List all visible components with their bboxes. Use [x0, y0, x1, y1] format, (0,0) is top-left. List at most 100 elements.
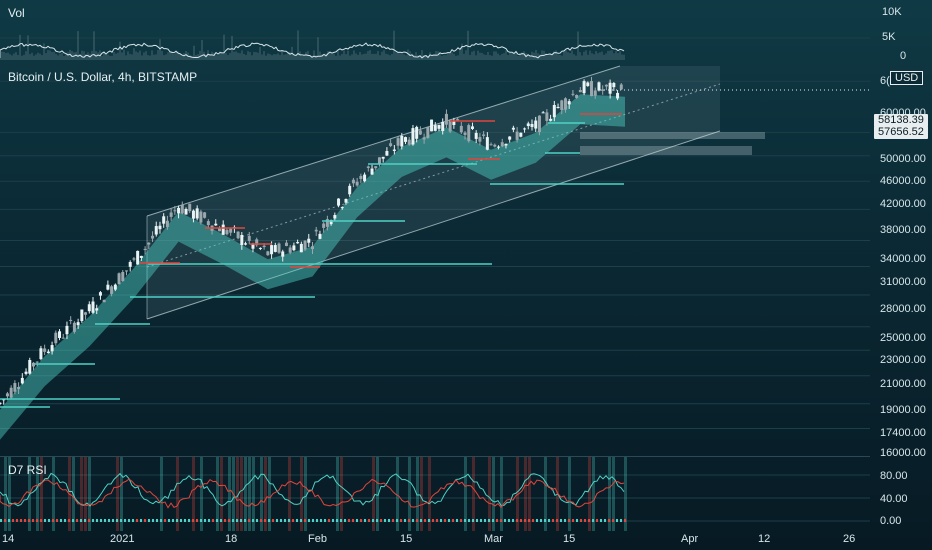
price-chart[interactable] [0, 64, 870, 456]
volume-pane[interactable]: Vol [0, 0, 870, 64]
candle-body [470, 126, 474, 129]
candle-body [31, 362, 35, 367]
rsi-dot [436, 519, 438, 522]
rsi-zone-bar [608, 457, 611, 531]
rsi-dot [384, 519, 386, 522]
rsi-dot [144, 519, 146, 522]
rsi-dot [280, 519, 282, 522]
rsi-dot [600, 519, 602, 522]
candle-body [180, 204, 184, 214]
rsi-dot [0, 519, 2, 522]
candle-body [590, 81, 594, 97]
candle-body [318, 233, 322, 239]
rsi-zone-bar [500, 457, 503, 531]
rsi-dot [36, 519, 38, 522]
candle-body [72, 322, 76, 332]
rsi-pane[interactable]: D7 RSI [0, 456, 870, 531]
candle-body [381, 156, 385, 159]
candle-body [608, 82, 612, 94]
rsi-dot [320, 519, 322, 522]
candle-body [523, 128, 527, 130]
candle-body [404, 137, 408, 142]
candle-body [54, 332, 58, 344]
rsi-zone-bar [524, 457, 527, 531]
candle-body [273, 245, 277, 252]
candle-body [549, 118, 553, 121]
candle-body [396, 138, 400, 146]
candle-body [407, 139, 411, 145]
rsi-dot [440, 519, 442, 522]
rsi-dot [624, 519, 626, 522]
rsi-dot [48, 519, 50, 522]
rsi-dot [120, 519, 122, 522]
volume-axis[interactable]: 10K 5K 0 [870, 0, 932, 64]
rsi-dot [580, 519, 582, 522]
rsi-dot [124, 519, 126, 522]
rsi-dot [272, 519, 274, 522]
candle-body [560, 100, 564, 111]
candle-body [5, 393, 9, 397]
candle-body [474, 132, 478, 139]
candle-body [430, 119, 434, 132]
currency-button[interactable]: USD [890, 71, 924, 85]
rsi-dot [292, 519, 294, 522]
rsi-dot [300, 519, 302, 522]
axis-label: 0 [900, 50, 907, 62]
candle-body [541, 112, 545, 114]
rsi-dot [96, 519, 98, 522]
rsi-dot [572, 519, 574, 522]
rsi-dot [180, 519, 182, 522]
rsi-dot [364, 519, 366, 522]
rsi-dot [604, 519, 606, 522]
rsi-dot [236, 519, 238, 522]
rsi-zone-bar [120, 457, 123, 531]
rsi-dot [496, 519, 498, 522]
time-label: 26 [843, 533, 856, 545]
candle-body [165, 220, 169, 227]
candle-body [277, 243, 281, 253]
zone-box [580, 146, 752, 155]
rsi-dot [360, 519, 362, 522]
price-pane[interactable]: Bitcoin / U.S. Dollar, 4h, BITSTAMP [0, 64, 870, 456]
rsi-dot [136, 519, 138, 522]
rsi-dot [104, 519, 106, 522]
candle-body [199, 211, 203, 223]
rsi-zone-bar [240, 457, 243, 531]
axis-label: 25000.00 [880, 332, 926, 344]
rsi-zone-bar [428, 457, 431, 531]
rsi-zone-bar [264, 457, 267, 531]
candle-body [203, 212, 207, 218]
rsi-zone-bar [216, 457, 219, 531]
rsi-dot [228, 519, 230, 522]
candle-body [314, 229, 318, 232]
axis-label: 46000.00 [880, 175, 926, 187]
rsi-zone-bar [40, 457, 43, 531]
rsi-dot [324, 519, 326, 522]
time-axis[interactable]: 14 2021 18 Feb 15 Mar 15 Apr 12 26 [0, 530, 932, 550]
rsi-dot [476, 519, 478, 522]
rsi-axis[interactable]: 80.00 40.00 0.00 [870, 456, 932, 530]
candle-body [452, 120, 456, 126]
rsi-dot [576, 519, 578, 522]
rsi-dot [84, 519, 86, 522]
candle-body [80, 309, 84, 322]
channel-lower [146, 130, 721, 320]
candle-body [586, 82, 590, 87]
rsi-signal-line [0, 478, 625, 509]
rsi-dot [552, 519, 554, 522]
volume-histogram [0, 30, 870, 60]
rsi-dot [188, 519, 190, 522]
rsi-dot [528, 519, 530, 522]
candle-body [13, 383, 17, 392]
rsi-zone-bar [528, 457, 531, 531]
candle-body [578, 90, 582, 93]
zone-box [580, 132, 765, 139]
rsi-zone-bar [300, 457, 303, 531]
price-axis[interactable]: 6( USD 60000.00 58138.39 57656.52 50000.… [870, 64, 932, 459]
axis-label: 50000.00 [880, 153, 926, 165]
rsi-dot [208, 519, 210, 522]
candle-body [76, 322, 80, 326]
candle-body [325, 219, 329, 227]
candle-body [485, 137, 489, 150]
symbol-title[interactable]: Bitcoin / U.S. Dollar, 4h, BITSTAMP [8, 70, 198, 84]
